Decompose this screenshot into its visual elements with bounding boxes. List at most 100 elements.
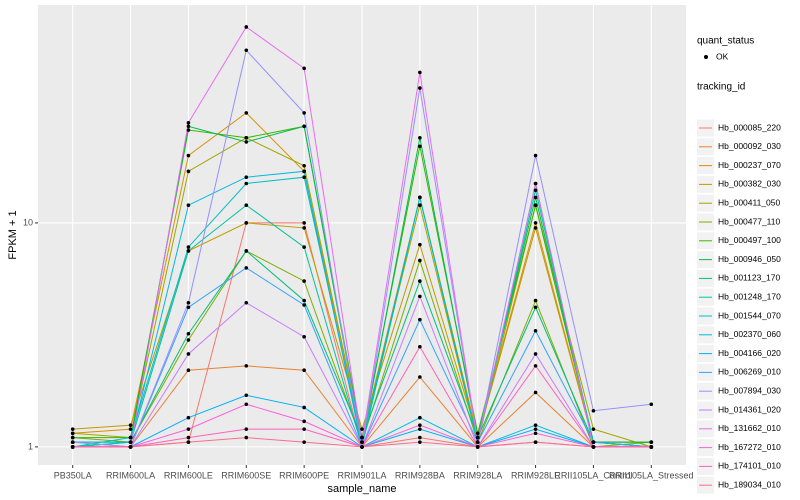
- data-point: [533, 195, 538, 200]
- legend-label: Hb_000477_110: [718, 216, 781, 226]
- x-tick-label: RRIM928LE: [511, 470, 560, 480]
- data-point: [591, 440, 596, 444]
- data-point: [244, 140, 249, 144]
- data-point: [244, 181, 249, 186]
- data-point: [418, 86, 422, 90]
- data-point: [360, 435, 364, 440]
- data-point: [302, 163, 306, 168]
- data-point: [533, 181, 538, 186]
- data-point: [70, 435, 75, 440]
- data-point: [418, 423, 422, 427]
- data-point: [128, 435, 133, 440]
- data-point: [186, 415, 191, 420]
- legend-title: quant_status: [697, 36, 754, 47]
- data-point: [533, 305, 538, 310]
- data-point: [302, 427, 306, 431]
- data-point: [70, 440, 75, 444]
- data-point: [418, 375, 422, 379]
- data-point: [533, 352, 538, 356]
- data-point: [186, 331, 191, 336]
- data-point: [186, 245, 191, 249]
- data-point: [302, 111, 306, 115]
- data-point: [302, 298, 306, 303]
- legend-label: Hb_000497_100: [718, 235, 781, 245]
- data-point: [186, 128, 191, 132]
- data-point: [418, 144, 422, 149]
- data-point: [418, 279, 422, 283]
- data-point: [591, 408, 596, 413]
- data-point: [475, 435, 480, 440]
- data-point: [244, 364, 249, 368]
- legend-label: Hb_000085_220: [718, 122, 781, 132]
- data-point: [418, 344, 422, 349]
- x-tick-label: RRIM600SE: [221, 470, 271, 480]
- data-point: [418, 203, 422, 207]
- data-point: [418, 435, 422, 440]
- x-tick-label: PB350LA: [54, 470, 92, 480]
- data-point: [302, 124, 306, 129]
- data-point: [244, 249, 249, 253]
- x-tick-label: RRIM901LA: [337, 470, 386, 480]
- data-point: [418, 317, 422, 322]
- data-point: [302, 66, 306, 71]
- data-point: [244, 203, 249, 207]
- data-point: [186, 440, 191, 444]
- data-point: [244, 402, 249, 407]
- legend-key: [704, 55, 708, 59]
- legend-label: Hb_000946_050: [718, 254, 781, 264]
- legend-label: Hb_000092_030: [718, 141, 781, 151]
- legend-label: OK: [716, 51, 729, 61]
- data-point: [128, 423, 133, 427]
- x-tick-label: RRIM928LA: [453, 470, 502, 480]
- data-point: [533, 203, 538, 207]
- data-point: [186, 249, 191, 253]
- y-tick-label: 1: [28, 441, 33, 451]
- data-point: [302, 169, 306, 174]
- y-tick-label: 10: [23, 217, 33, 227]
- y-axis-title: FPKM + 1: [7, 210, 19, 259]
- data-point: [418, 242, 422, 247]
- legend-label: Hb_004166_020: [718, 348, 781, 358]
- legend-label: Hb_006269_010: [718, 367, 781, 377]
- x-tick-label: RRIM600PE: [279, 470, 329, 480]
- data-point: [533, 298, 538, 303]
- data-point: [533, 440, 538, 444]
- data-point: [244, 175, 249, 180]
- legend-label: Hb_000237_070: [718, 160, 781, 170]
- data-point: [533, 221, 538, 225]
- data-point: [128, 440, 133, 444]
- data-point: [302, 335, 306, 339]
- data-point: [302, 303, 306, 307]
- data-point: [649, 402, 654, 407]
- data-point: [360, 440, 364, 444]
- data-point: [418, 135, 422, 140]
- data-point: [244, 48, 249, 53]
- data-point: [533, 431, 538, 436]
- data-point: [302, 440, 306, 444]
- data-point: [186, 153, 191, 158]
- data-point: [186, 300, 191, 305]
- legend-label: Hb_001123_170: [718, 273, 781, 283]
- legend-label: Hb_000411_050: [718, 197, 781, 207]
- data-point: [186, 120, 191, 125]
- data-point: [244, 435, 249, 440]
- data-point: [533, 328, 538, 333]
- x-tick-label: RRIM600LA: [106, 470, 155, 480]
- data-point: [244, 135, 249, 140]
- legend-title: tracking_id: [697, 82, 745, 93]
- data-point: [302, 405, 306, 410]
- data-point: [244, 221, 249, 225]
- legend-label: Hb_014361_020: [718, 404, 781, 414]
- data-point: [186, 338, 191, 342]
- legend-label: Hb_001544_070: [718, 310, 781, 320]
- data-point: [649, 445, 654, 449]
- data-point: [186, 169, 191, 174]
- data-point: [418, 195, 422, 200]
- data-point: [475, 445, 480, 449]
- data-point: [244, 266, 249, 270]
- data-point: [360, 427, 364, 431]
- data-point: [533, 364, 538, 368]
- legend-label: Hb_007894_030: [718, 385, 781, 395]
- data-point: [186, 435, 191, 440]
